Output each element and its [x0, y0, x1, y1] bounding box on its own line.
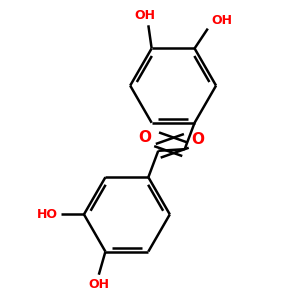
Text: OH: OH — [88, 278, 109, 291]
Text: OH: OH — [211, 14, 232, 27]
Text: OH: OH — [134, 9, 155, 22]
Text: O: O — [191, 132, 204, 147]
Text: O: O — [139, 130, 152, 145]
Text: HO: HO — [37, 208, 58, 221]
